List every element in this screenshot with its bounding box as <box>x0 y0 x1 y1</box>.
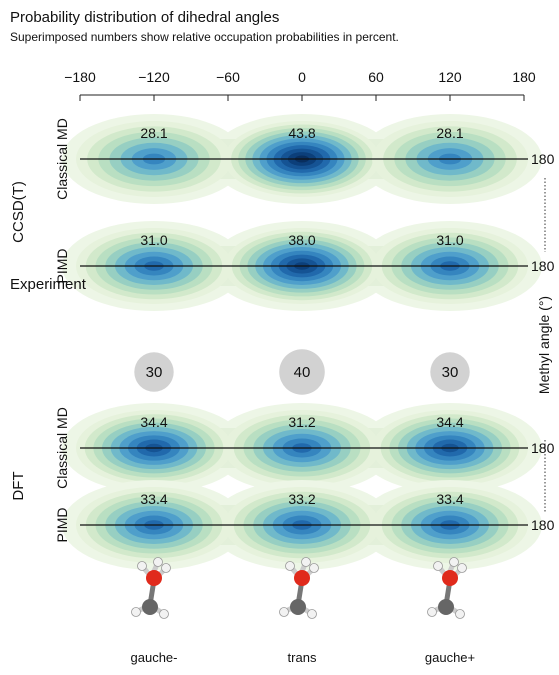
chart-title: Probability distribution of dihedral ang… <box>10 9 279 26</box>
x-tick-label: 120 <box>438 69 462 85</box>
category-label: gauche- <box>131 650 178 665</box>
value-label: 33.4 <box>436 491 463 507</box>
hydrogen <box>160 610 169 619</box>
row-label: Classical MD <box>54 118 70 200</box>
value-label: 34.4 <box>140 414 167 430</box>
hydrogen <box>428 608 437 617</box>
value-label: 33.2 <box>288 491 315 507</box>
chart-subtitle: Superimposed numbers show relative occup… <box>10 30 399 44</box>
value-label: 38.0 <box>288 232 315 248</box>
value-label: 33.4 <box>140 491 167 507</box>
group-label: DFT <box>10 471 27 500</box>
category-label: gauche+ <box>425 650 475 665</box>
methyl-angle-label: 180 <box>531 440 555 456</box>
chart: Probability distribution of dihedral ang… <box>0 0 559 670</box>
hydrogen <box>308 610 317 619</box>
x-tick-label: 60 <box>368 69 384 85</box>
hydrogen <box>162 564 171 573</box>
x-tick-label: −180 <box>64 69 96 85</box>
category-label: trans <box>288 650 317 665</box>
value-label: 31.0 <box>436 232 463 248</box>
experiment-value: 30 <box>146 364 163 381</box>
oxygen <box>146 570 162 586</box>
x-tick-label: −120 <box>138 69 170 85</box>
methyl-angle-label: 180 <box>531 151 555 167</box>
hydrogen <box>458 564 467 573</box>
group-label: CCSD(T) <box>10 181 27 243</box>
hydrogen <box>310 564 319 573</box>
x-tick-label: 0 <box>298 69 306 85</box>
value-label: 31.2 <box>288 414 315 430</box>
carbon <box>290 599 306 615</box>
hydrogen <box>456 610 465 619</box>
row-label: PIMD <box>54 508 70 543</box>
experiment-value: 30 <box>442 364 459 381</box>
methyl-angle-label: 180 <box>531 258 555 274</box>
methyl-angle-label: 180 <box>531 517 555 533</box>
hydrogen <box>450 558 459 567</box>
value-label: 28.1 <box>140 125 167 141</box>
carbon <box>142 599 158 615</box>
hydrogen <box>302 558 311 567</box>
hydrogen <box>132 608 141 617</box>
experiment-label: Experiment <box>10 276 87 293</box>
hydrogen <box>280 608 289 617</box>
row-label: Classical MD <box>54 407 70 489</box>
oxygen <box>442 570 458 586</box>
x-tick-label: 180 <box>512 69 536 85</box>
hydrogen <box>286 562 295 571</box>
experiment-value: 40 <box>294 364 311 381</box>
value-label: 43.8 <box>288 125 315 141</box>
carbon <box>438 599 454 615</box>
value-label: 31.0 <box>140 232 167 248</box>
hydrogen <box>434 562 443 571</box>
x-tick-label: −60 <box>216 69 240 85</box>
y-axis-label: Methyl angle (°) <box>536 296 552 394</box>
hydrogen <box>154 558 163 567</box>
value-label: 28.1 <box>436 125 463 141</box>
value-label: 34.4 <box>436 414 463 430</box>
oxygen <box>294 570 310 586</box>
hydrogen <box>138 562 147 571</box>
